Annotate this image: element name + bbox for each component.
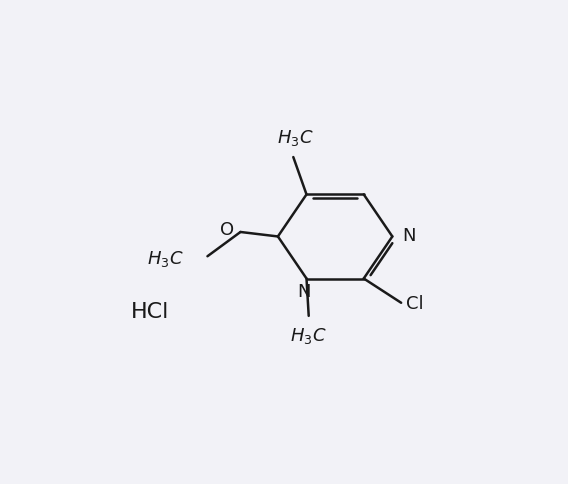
Text: N: N xyxy=(402,226,416,244)
Text: $H_3C$: $H_3C$ xyxy=(277,127,314,147)
Text: Cl: Cl xyxy=(407,294,424,312)
Text: HCl: HCl xyxy=(131,302,169,321)
Text: N: N xyxy=(298,283,311,301)
Text: $H_3C$: $H_3C$ xyxy=(290,326,327,346)
Text: $H_3C$: $H_3C$ xyxy=(147,249,183,269)
Text: O: O xyxy=(220,221,234,239)
